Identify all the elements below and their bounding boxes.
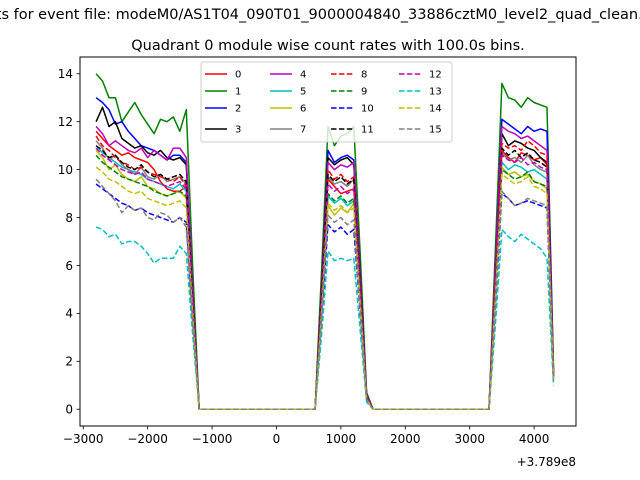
legend-label-12: 12	[429, 70, 442, 81]
legend-label-13: 13	[429, 87, 442, 98]
legend-label-10: 10	[361, 104, 374, 115]
series-lines	[95, 73, 555, 410]
x-tick-label: 3000	[454, 432, 485, 446]
y-tick-label: 4	[65, 307, 73, 321]
x-tick-label: 1000	[326, 432, 357, 446]
legend-label-6: 6	[300, 104, 306, 115]
plot-frame	[79, 56, 577, 427]
legend-frame	[200, 61, 453, 143]
y-tick-label: 6	[65, 259, 73, 273]
legend-label-9: 9	[361, 87, 367, 98]
legend-label-15: 15	[429, 125, 442, 136]
legend-label-1: 1	[235, 87, 241, 98]
series-line-10	[95, 183, 555, 410]
y-tick-label: 10	[58, 163, 73, 177]
legend-label-3: 3	[235, 125, 241, 136]
x-offset-label: +3.789e8	[517, 455, 576, 469]
y-tick-label: 8	[65, 211, 73, 225]
legend-label-0: 0	[235, 70, 241, 81]
x-tick-label: −3000	[63, 432, 104, 446]
x-tick-label: −2000	[127, 432, 168, 446]
y-axis-ticks: 0 2 4 6 8 10 12 14	[58, 67, 80, 417]
x-tick-label: 4000	[519, 432, 550, 446]
legend-label-8: 8	[361, 70, 367, 81]
y-tick-label: 12	[58, 115, 73, 129]
x-tick-label: −1000	[192, 432, 233, 446]
x-tick-label: 2000	[390, 432, 421, 446]
legend-label-11: 11	[361, 125, 374, 136]
series-line-15	[95, 178, 555, 410]
x-axis-ticks: −3000 −2000 −1000 0 1000 2000 3000 4000	[63, 426, 549, 446]
legend-label-2: 2	[235, 104, 241, 115]
chart-title: Quadrant 0 module wise count rates with …	[131, 38, 525, 54]
legend-label-4: 4	[300, 70, 306, 81]
legend-label-5: 5	[300, 87, 306, 98]
legend-label-14: 14	[429, 104, 442, 115]
y-tick-label: 2	[65, 355, 73, 369]
file-title: Plots for event file: modeM0/AS1T04_090T…	[0, 7, 640, 23]
y-tick-label: 14	[58, 67, 73, 81]
x-tick-label: 0	[273, 432, 281, 446]
legend-label-7: 7	[300, 125, 306, 136]
y-tick-label: 0	[65, 403, 73, 417]
